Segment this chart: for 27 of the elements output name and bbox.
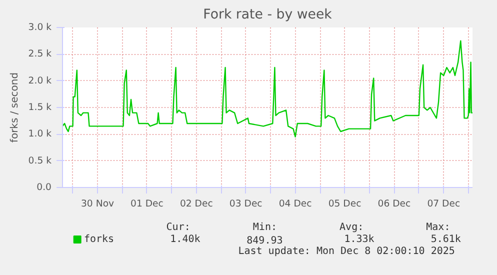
text: 1.33k bbox=[344, 234, 374, 245]
chart-title: Fork rate - by week bbox=[203, 8, 332, 22]
y-tick-label: 2.5 k bbox=[28, 48, 52, 60]
text: Last update: Mon Dec 8 02:00:10 2025 bbox=[238, 246, 455, 257]
y-tick-label: 0.0 bbox=[36, 182, 52, 193]
y-tick-label: 2.0 k bbox=[28, 75, 52, 86]
y-tick-label: 1.0 k bbox=[28, 128, 52, 140]
y-axis-title: forks / second bbox=[9, 72, 20, 143]
x-tick-label: 07 Dec bbox=[427, 198, 460, 210]
x-tick-label: 30 Nov bbox=[81, 198, 115, 210]
text: Max: bbox=[426, 222, 450, 233]
x-tick-label: 02 Dec bbox=[180, 198, 213, 210]
x-tick-label: 01 Dec bbox=[130, 198, 164, 210]
x-tick-label: 06 Dec bbox=[378, 198, 411, 210]
x-tick-label: 03 Dec bbox=[229, 198, 262, 210]
y-tick-label: 3.0 k bbox=[28, 22, 52, 33]
x-tick-label: 05 Dec bbox=[328, 198, 362, 210]
text: 849.93 bbox=[246, 236, 283, 246]
x-tick-label: 04 Dec bbox=[278, 198, 312, 210]
text: Cur: bbox=[166, 222, 190, 233]
text: Avg: bbox=[340, 222, 364, 233]
legend-label: forks bbox=[84, 234, 114, 245]
text: Min: bbox=[252, 222, 277, 233]
y-tick-label: 1.5 k bbox=[28, 102, 52, 113]
text: 1.40k bbox=[170, 234, 200, 245]
y-tick-label: 0.5 k bbox=[28, 155, 52, 166]
text: 5.61k bbox=[430, 234, 461, 245]
